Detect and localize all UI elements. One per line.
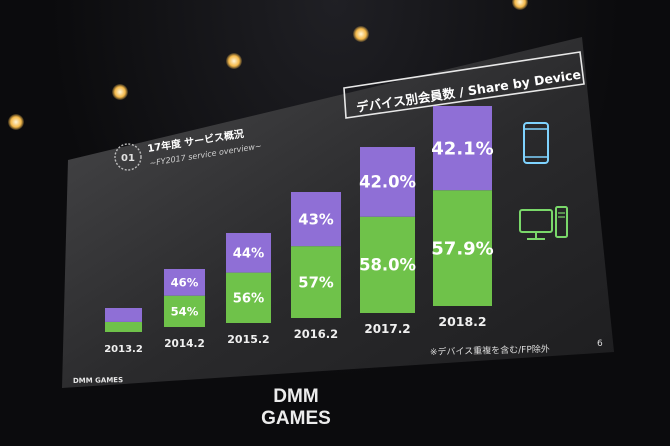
footnote: ※デバイス重複を含む/FP除外 xyxy=(430,343,550,358)
smartphone-icon xyxy=(523,122,549,164)
bar-pc xyxy=(105,321,142,332)
x-tick-label: 2018.2 xyxy=(438,314,486,329)
bar-smartphone xyxy=(164,269,205,296)
x-tick-label: 2013.2 xyxy=(104,344,143,355)
data-label-smartphone: 42.1% xyxy=(431,138,493,159)
ceiling-light xyxy=(112,84,128,100)
bar-smartphone xyxy=(105,308,142,322)
bar-pc xyxy=(291,246,341,318)
x-tick-label: 2014.2 xyxy=(164,338,205,350)
data-label-pc: 54% xyxy=(171,304,199,318)
desktop-pc-icon xyxy=(519,206,568,240)
ceiling-light xyxy=(353,26,369,42)
bar-pc xyxy=(433,190,492,306)
ceiling-light xyxy=(8,114,24,130)
bar-smartphone xyxy=(433,106,492,191)
bar-smartphone xyxy=(226,233,271,273)
bar-pc xyxy=(226,272,271,323)
page-number: 6 xyxy=(597,339,603,349)
bar-chart: 2013.2 46% 54% 2014.2 44% 56% 2015.2 43% 57% 2016… xyxy=(104,106,494,355)
data-label-smartphone: 42.0% xyxy=(359,173,416,192)
section-number: 01 xyxy=(121,153,135,164)
data-label-pc: 57% xyxy=(298,274,334,291)
data-label-smartphone: 46% xyxy=(171,275,199,289)
data-label-pc: 58.0% xyxy=(359,256,416,275)
data-label-smartphone: 44% xyxy=(233,246,265,261)
screen-logo: DMM GAMES xyxy=(73,376,123,385)
x-tick-label: 2017.2 xyxy=(364,322,410,336)
data-label-pc: 56% xyxy=(233,291,265,306)
data-label-smartphone: 43% xyxy=(298,211,334,228)
bar-pc xyxy=(360,216,415,313)
data-label-pc: 57.9% xyxy=(431,238,493,259)
title-badge-frame xyxy=(343,51,585,119)
x-tick-label: 2016.2 xyxy=(294,327,338,341)
bar-pc xyxy=(164,295,205,327)
x-tick-label: 2015.2 xyxy=(227,333,269,346)
bar-smartphone xyxy=(291,192,341,247)
ceiling-light xyxy=(512,0,528,10)
section-number-badge xyxy=(114,143,142,171)
ceiling-light xyxy=(226,53,242,69)
bar-smartphone xyxy=(360,147,415,217)
stage-logo: DMM GAMES xyxy=(261,386,331,429)
